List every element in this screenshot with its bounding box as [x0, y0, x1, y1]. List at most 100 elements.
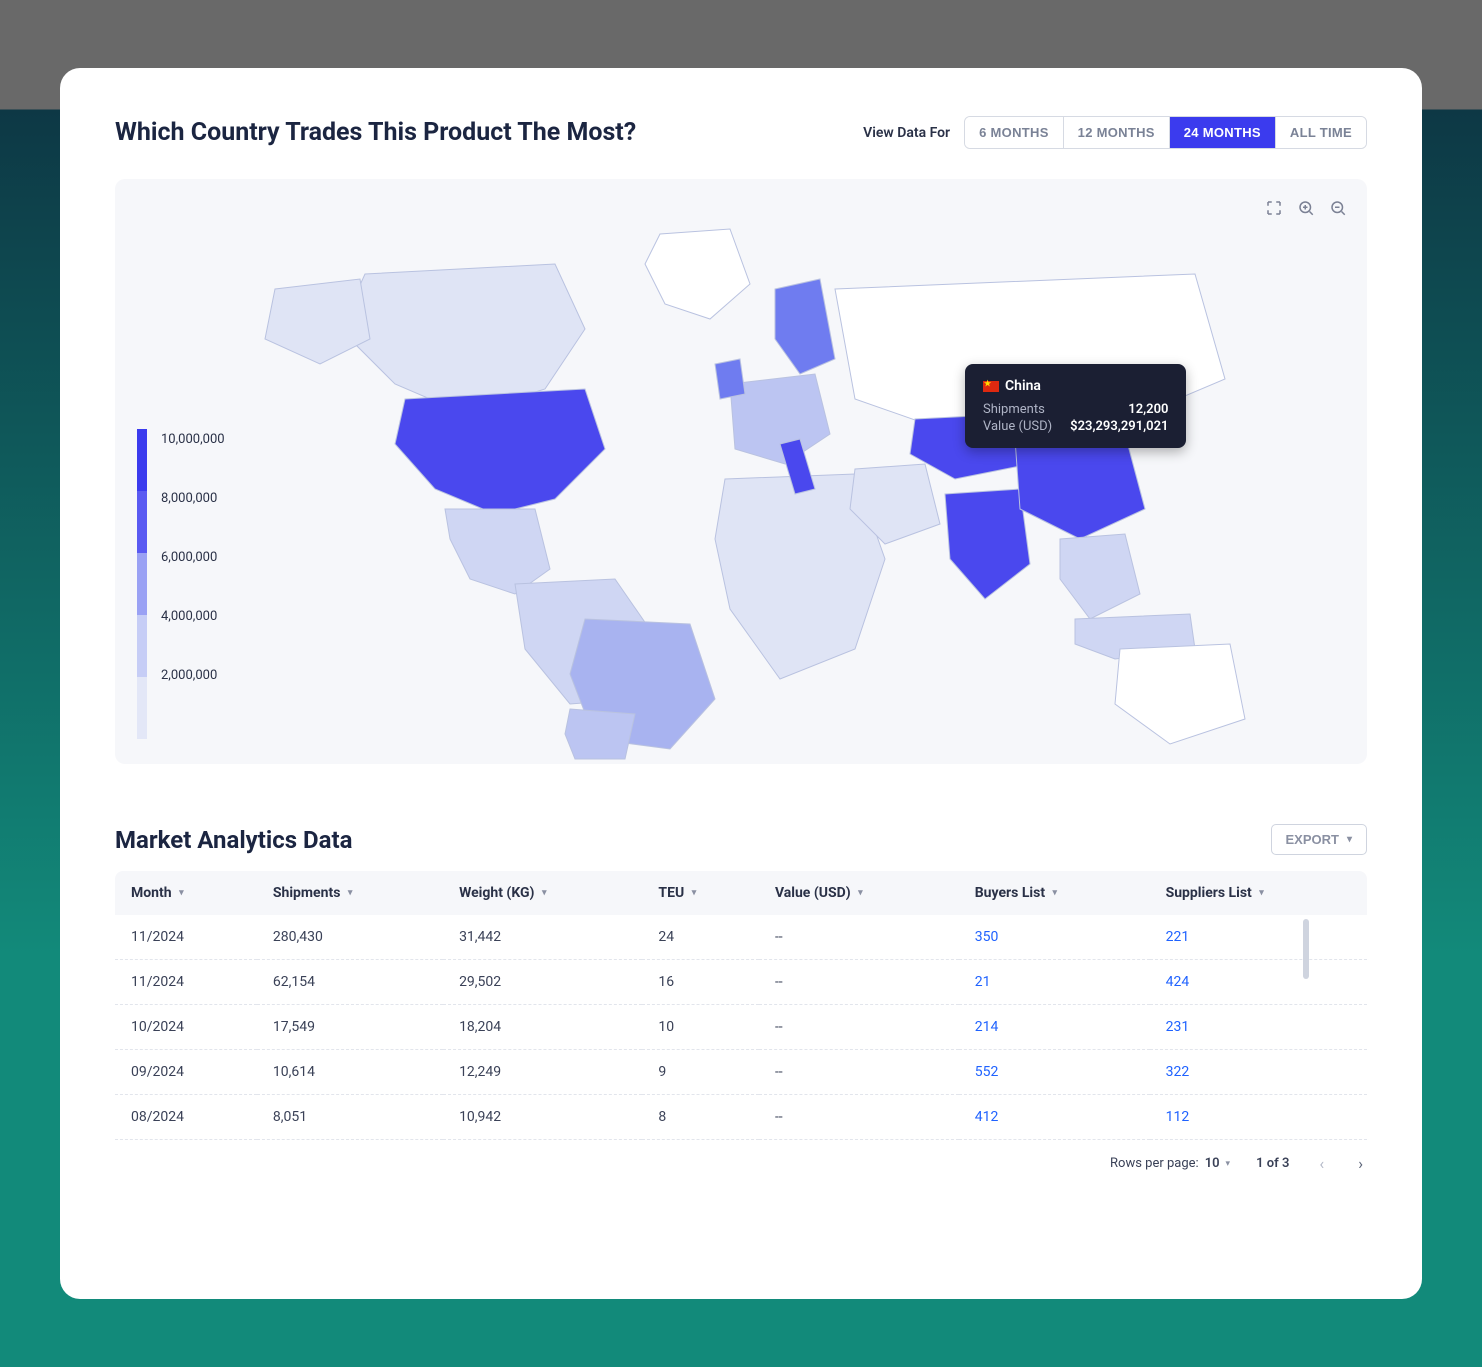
time-range-label: View Data For	[863, 125, 950, 141]
time-range-buttons: 6 MONTHS12 MONTHS24 MONTHSALL TIME	[964, 116, 1367, 149]
tooltip-row-label: Value (USD)	[983, 419, 1052, 434]
sort-icon: ▾	[692, 888, 697, 898]
country-uk[interactable]	[715, 359, 745, 399]
cell-buyers[interactable]: 412	[959, 1095, 1150, 1140]
cell-teu: 10	[642, 1005, 759, 1050]
legend-tick: 2,000,000	[161, 668, 225, 683]
map-legend: 10,000,0008,000,0006,000,0004,000,0002,0…	[137, 429, 225, 739]
legend-tick: 10,000,000	[161, 432, 225, 447]
col-suppliers-list[interactable]: Suppliers List ▾	[1150, 871, 1367, 915]
cell-buyers[interactable]: 350	[959, 915, 1150, 960]
cell-buyers[interactable]: 21	[959, 960, 1150, 1005]
table-row: 11/202462,15429,50216--21424	[115, 960, 1367, 1005]
cell-value: --	[759, 960, 959, 1005]
cell-month: 09/2024	[115, 1050, 257, 1095]
col-buyers-list[interactable]: Buyers List ▾	[959, 871, 1150, 915]
cell-teu: 8	[642, 1095, 759, 1140]
tooltip-row-label: Shipments	[983, 402, 1045, 417]
table-header-row: Month ▾Shipments ▾Weight (KG) ▾TEU ▾Valu…	[115, 871, 1367, 915]
rows-per-page-label: Rows per page:	[1110, 1156, 1199, 1171]
cell-value: --	[759, 1095, 959, 1140]
cell-month: 10/2024	[115, 1005, 257, 1050]
col-teu[interactable]: TEU ▾	[642, 871, 759, 915]
cell-weight: 29,502	[443, 960, 642, 1005]
analytics-title: Market Analytics Data	[115, 826, 352, 854]
table-row: 08/20248,05110,9428--412112	[115, 1095, 1367, 1140]
cell-weight: 12,249	[443, 1050, 642, 1095]
table-pager: Rows per page: 10 ▾ 1 of 3 ‹ ›	[115, 1154, 1367, 1173]
cell-shipments: 280,430	[257, 915, 443, 960]
country-scandinavia[interactable]	[775, 279, 835, 374]
world-map[interactable]: 10,000,0008,000,0006,000,0004,000,0002,0…	[115, 179, 1367, 764]
sort-icon: ▾	[1259, 888, 1264, 898]
cell-weight: 18,204	[443, 1005, 642, 1050]
cell-teu: 24	[642, 915, 759, 960]
analytics-table: Month ▾Shipments ▾Weight (KG) ▾TEU ▾Valu…	[115, 871, 1367, 1140]
country-china[interactable]	[1015, 434, 1145, 539]
map-title: Which Country Trades This Product The Mo…	[115, 118, 636, 147]
sort-icon: ▾	[179, 888, 184, 898]
cell-buyers[interactable]: 552	[959, 1050, 1150, 1095]
sort-icon: ▾	[1053, 888, 1058, 898]
chevron-down-icon: ▾	[1347, 834, 1352, 845]
chevron-down-icon[interactable]: ▾	[1226, 1159, 1231, 1169]
cell-suppliers[interactable]: 112	[1150, 1095, 1367, 1140]
table-row: 09/202410,61412,2499--552322	[115, 1050, 1367, 1095]
cell-suppliers[interactable]: 221	[1150, 915, 1367, 960]
country-se-asia[interactable]	[1060, 534, 1140, 619]
map-header: Which Country Trades This Product The Mo…	[115, 116, 1367, 149]
legend-tick: 8,000,000	[161, 491, 225, 506]
legend-tick: 6,000,000	[161, 550, 225, 565]
flag-icon	[983, 381, 999, 392]
next-page-button[interactable]: ›	[1354, 1154, 1367, 1173]
col-month[interactable]: Month ▾	[115, 871, 257, 915]
tooltip-row-value: 12,200	[1128, 402, 1168, 417]
cell-value: --	[759, 1005, 959, 1050]
country-alaska[interactable]	[265, 279, 370, 364]
cell-month: 11/2024	[115, 960, 257, 1005]
time-range-24-months[interactable]: 24 MONTHS	[1170, 117, 1276, 148]
cell-suppliers[interactable]: 231	[1150, 1005, 1367, 1050]
map-tooltip: China Shipments12,200Value (USD)$23,293,…	[965, 364, 1186, 448]
rows-per-page-value[interactable]: 10	[1205, 1156, 1220, 1171]
cell-shipments: 62,154	[257, 960, 443, 1005]
cell-suppliers[interactable]: 424	[1150, 960, 1367, 1005]
scrollbar-thumb[interactable]	[1303, 919, 1309, 979]
table-row: 11/2024280,43031,44224--350221	[115, 915, 1367, 960]
country-west-europe[interactable]	[730, 374, 830, 464]
dashboard-card: Which Country Trades This Product The Mo…	[60, 68, 1422, 1299]
cell-shipments: 10,614	[257, 1050, 443, 1095]
page-range: 1 of 3	[1256, 1156, 1289, 1171]
prev-page-button[interactable]: ‹	[1315, 1154, 1328, 1173]
analytics-header: Market Analytics Data EXPORT ▾	[115, 824, 1367, 855]
col-shipments[interactable]: Shipments ▾	[257, 871, 443, 915]
cell-weight: 10,942	[443, 1095, 642, 1140]
country-india[interactable]	[945, 489, 1030, 599]
country-mexico[interactable]	[445, 509, 550, 594]
export-label: EXPORT	[1286, 832, 1339, 847]
cell-buyers[interactable]: 214	[959, 1005, 1150, 1050]
cell-teu: 16	[642, 960, 759, 1005]
cell-suppliers[interactable]: 322	[1150, 1050, 1367, 1095]
cell-teu: 9	[642, 1050, 759, 1095]
sort-icon: ▾	[348, 888, 353, 898]
country-australia[interactable]	[1115, 644, 1245, 744]
cell-weight: 31,442	[443, 915, 642, 960]
col-weight-kg-[interactable]: Weight (KG) ▾	[443, 871, 642, 915]
time-range-12-months[interactable]: 12 MONTHS	[1064, 117, 1170, 148]
time-range-all-time[interactable]: ALL TIME	[1276, 117, 1366, 148]
export-button[interactable]: EXPORT ▾	[1271, 824, 1368, 855]
sort-icon: ▾	[542, 888, 547, 898]
time-range-6-months[interactable]: 6 MONTHS	[965, 117, 1064, 148]
tooltip-row-value: $23,293,291,021	[1070, 419, 1168, 434]
cell-shipments: 8,051	[257, 1095, 443, 1140]
sort-icon: ▾	[858, 888, 863, 898]
cell-value: --	[759, 1050, 959, 1095]
col-value-usd-[interactable]: Value (USD) ▾	[759, 871, 959, 915]
country-usa[interactable]	[395, 389, 605, 514]
country-argentina[interactable]	[565, 709, 635, 759]
table-row: 10/202417,54918,20410--214231	[115, 1005, 1367, 1050]
country-greenland[interactable]	[645, 229, 750, 319]
cell-month: 11/2024	[115, 915, 257, 960]
cell-month: 08/2024	[115, 1095, 257, 1140]
